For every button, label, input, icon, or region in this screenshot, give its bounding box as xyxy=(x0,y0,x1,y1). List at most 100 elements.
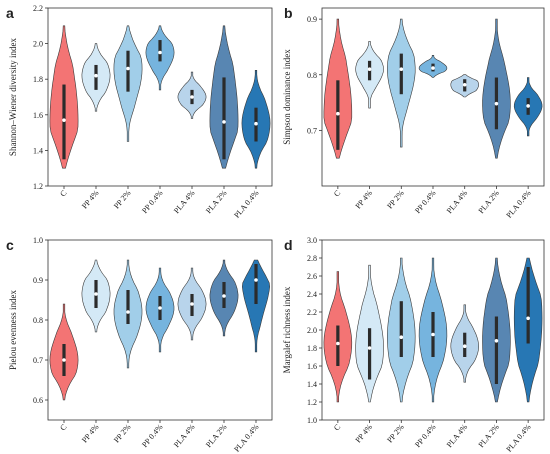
y-axis-label: Shannon–Wiener diversity index xyxy=(8,37,18,156)
x-category-label: PLA 0.4% xyxy=(232,188,261,220)
panel-a: a 1.2 1.4 1.6 1.8 2.0 2.2 Shannon–Wiener divers… xyxy=(6,4,273,220)
median-marker xyxy=(222,294,226,298)
y-axis-label: Margalef richness index xyxy=(282,286,292,373)
y-tick-label: 1.2 xyxy=(307,398,317,407)
y-tick-label: 1.6 xyxy=(33,111,43,120)
iqr-bar xyxy=(126,290,130,324)
y-tick-label: 3.0 xyxy=(307,236,317,245)
y-tick-label: 1.4 xyxy=(307,380,317,389)
x-category-label: PP 0.4% xyxy=(140,422,165,449)
median-marker xyxy=(399,67,404,71)
violin-pp-4- xyxy=(81,43,111,112)
panel-letter: d xyxy=(284,237,293,253)
median-marker xyxy=(526,104,530,108)
iqr-bar xyxy=(254,264,258,304)
iqr-bar xyxy=(367,328,372,380)
y-tick-label: 1.4 xyxy=(33,146,43,155)
median-marker xyxy=(62,118,66,122)
x-category-label: C xyxy=(58,423,68,433)
median-marker xyxy=(336,341,340,346)
x-category-label: PP 4% xyxy=(354,422,375,444)
violin-pla-2- xyxy=(209,259,239,337)
median-marker xyxy=(158,306,162,310)
iqr-bar xyxy=(399,301,403,357)
median-marker xyxy=(94,73,98,78)
x-category-label: PP 4% xyxy=(80,422,101,444)
violin-pla-0-4- xyxy=(513,77,543,137)
violin-pp-0-4- xyxy=(418,257,448,403)
violin-pla-4- xyxy=(177,71,207,119)
x-category-label: PLA 2% xyxy=(204,188,229,215)
x-category-label: PLA 0.4% xyxy=(504,188,533,220)
median-marker xyxy=(367,67,372,71)
y-axis-label: Pielou evenness index xyxy=(8,290,18,370)
x-category-label: PLA 2% xyxy=(204,422,229,449)
violin-pla-2- xyxy=(482,18,511,159)
y-tick-label: 2.8 xyxy=(307,254,317,263)
panel-b: b 0.7 0.8 0.9 Simpson dominance index C PP 4% P… xyxy=(282,5,545,220)
x-category-label: PLA 2% xyxy=(476,422,501,449)
y-tick-label: 0.9 xyxy=(33,276,43,285)
x-category-label: PLA 4% xyxy=(445,422,470,449)
violin-c xyxy=(49,303,79,401)
violin-pp-2- xyxy=(386,257,416,403)
iqr-bar xyxy=(222,77,226,160)
median-marker xyxy=(222,120,226,124)
x-category-label: C xyxy=(332,189,342,199)
x-category-label: PLA 4% xyxy=(172,422,197,449)
median-marker xyxy=(190,95,194,99)
x-category-label: PP 0.4% xyxy=(413,188,438,215)
median-marker xyxy=(431,332,435,337)
x-category-label: PP 2% xyxy=(385,422,406,444)
plot-frame xyxy=(321,7,545,187)
violin-pp-4- xyxy=(355,264,384,403)
violin-pla-2- xyxy=(482,257,511,403)
x-category-label: PP 0.4% xyxy=(413,422,438,449)
violin-pla-4- xyxy=(177,267,207,341)
median-marker xyxy=(254,121,258,126)
y-tick-label: 2.0 xyxy=(307,326,317,335)
y-tick-label: 2.2 xyxy=(307,308,317,317)
violin-pp-2- xyxy=(113,25,143,142)
median-marker xyxy=(462,344,467,349)
violin-pp-2- xyxy=(113,259,143,369)
violin-pla-2- xyxy=(209,25,239,169)
median-marker xyxy=(367,346,372,350)
violin-pla-4- xyxy=(450,304,480,383)
y-tick-label: 1.6 xyxy=(307,362,317,371)
y-tick-label: 0.7 xyxy=(33,356,43,365)
median-marker xyxy=(462,82,467,87)
y-tick-label: 2.2 xyxy=(33,4,43,13)
violin-pp-2- xyxy=(387,18,416,148)
median-marker xyxy=(494,339,499,343)
x-category-label: PP 4% xyxy=(80,188,101,210)
median-marker xyxy=(126,66,130,71)
x-category-label: C xyxy=(332,423,342,433)
y-tick-label: 1.2 xyxy=(33,182,43,191)
x-category-label: C xyxy=(58,189,68,199)
violin-pla-0-4- xyxy=(241,259,271,353)
y-tick-label: 0.6 xyxy=(33,396,43,405)
x-category-label: PLA 0.4% xyxy=(504,422,533,454)
violin-pp-0-4- xyxy=(145,25,175,91)
x-category-label: PLA 4% xyxy=(172,188,197,215)
panel-d: d 1.0 1.2 1.4 1.6 1.8 2.0 2.2 2.4 2.6 2.8 3.0 Margal… xyxy=(282,236,545,454)
violin-pp-4- xyxy=(81,259,111,333)
x-category-label: PP 0.4% xyxy=(140,188,165,215)
violin-pla-4- xyxy=(450,74,480,98)
violin-c xyxy=(323,18,353,159)
x-category-label: PP 4% xyxy=(354,188,375,210)
median-marker xyxy=(190,302,194,306)
y-tick-label: 2.0 xyxy=(33,40,43,49)
panel-c: c 0.6 0.7 0.8 0.9 1.0 Pielou evenness index C PP… xyxy=(6,236,273,454)
x-category-label: PP 2% xyxy=(385,188,406,210)
median-marker xyxy=(494,101,499,106)
y-tick-label: 2.4 xyxy=(307,290,317,299)
median-marker xyxy=(526,316,530,321)
x-category-label: PP 2% xyxy=(112,422,133,444)
iqr-bar xyxy=(336,325,340,366)
iqr-bar xyxy=(494,316,499,384)
x-category-label: PP 2% xyxy=(112,188,133,210)
panel-letter: b xyxy=(284,5,293,21)
